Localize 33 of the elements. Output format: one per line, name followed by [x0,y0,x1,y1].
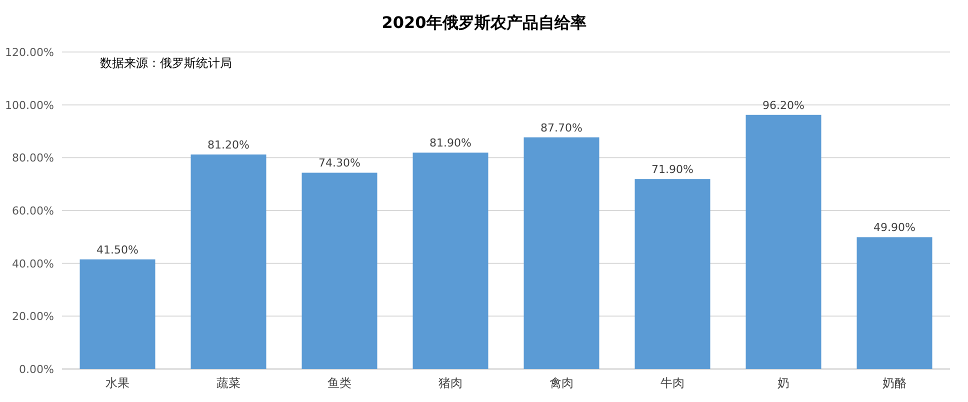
bar [746,114,822,369]
x-tick-label: 水果 [106,376,130,390]
data-label: 74.30% [318,156,360,170]
x-tick-label: 禽肉 [550,376,574,390]
y-tick-label: 0.00% [19,363,54,376]
data-label: 49.90% [874,221,916,234]
data-label: 87.70% [540,121,582,134]
x-tick-label: 奶酪 [882,376,906,390]
y-tick-label: 40.00% [12,257,54,270]
x-tick-label: 猪肉 [438,376,462,390]
bar [302,172,378,369]
chart-title: 2020年俄罗斯农产品自给率 [382,13,586,32]
y-tick-label: 80.00% [12,152,54,165]
bar [80,259,156,369]
x-tick-label: 鱼类 [328,376,352,390]
bar [190,154,266,369]
data-label: 41.50% [96,243,138,256]
bar [412,152,488,369]
bar [856,237,932,369]
data-label: 81.90% [430,136,472,150]
y-tick-label: 60.00% [12,204,54,218]
data-label: 81.20% [208,138,250,152]
annotation: 数据来源：俄罗斯统计局 [100,56,232,70]
bar [524,137,600,369]
x-tick-label: 牛肉 [660,376,684,390]
y-tick-label: 120.00% [5,46,54,59]
data-label: 71.90% [652,163,694,176]
y-tick-label: 20.00% [12,310,54,324]
x-tick-label: 蔬菜 [216,376,240,390]
y-tick-label: 100.00% [5,98,54,112]
data-label: 96.20% [762,98,804,112]
x-tick-label: 奶 [778,376,790,390]
bar [634,179,710,369]
